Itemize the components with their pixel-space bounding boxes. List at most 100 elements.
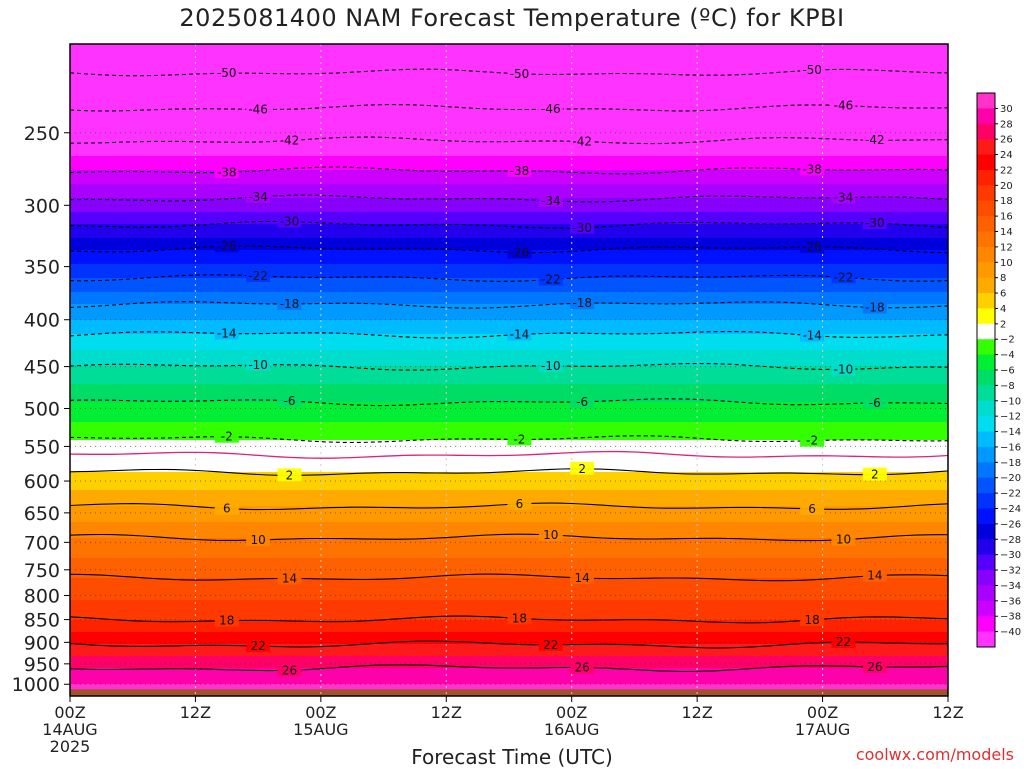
temperature-band xyxy=(70,144,948,147)
x-tick-date: 15AUG xyxy=(293,720,348,739)
colorbar-swatch xyxy=(977,493,995,509)
temperature-band xyxy=(70,124,948,127)
contour-label-bg xyxy=(800,240,825,254)
contour-label-bg xyxy=(862,659,887,673)
temperature-band xyxy=(70,490,948,493)
temperature-band xyxy=(70,340,948,343)
temperature-band xyxy=(70,46,948,49)
x-tick-year: 2025 xyxy=(50,737,91,756)
temperature-band xyxy=(70,138,948,141)
colorbar-swatch xyxy=(977,185,995,202)
temperature-band xyxy=(70,588,948,591)
colorbar-label: 8 xyxy=(1000,273,1006,284)
temperature-band xyxy=(70,236,948,239)
temperature-band xyxy=(70,280,948,283)
temperature-band xyxy=(70,556,948,559)
contour-label: -26 xyxy=(510,246,530,260)
y-tick-label: 650 xyxy=(24,503,60,525)
temperature-band xyxy=(70,98,948,101)
temperature-band xyxy=(70,108,948,111)
y-tick-label: 400 xyxy=(24,310,60,332)
temperature-band xyxy=(70,300,948,303)
colorbar-swatch xyxy=(977,139,995,156)
temperature-band xyxy=(70,312,948,315)
temperature-band xyxy=(70,274,948,277)
temperature-band xyxy=(70,306,948,309)
contour-label: -34 xyxy=(248,190,268,204)
contour-line xyxy=(69,533,948,542)
temperature-band xyxy=(70,568,948,571)
y-tick-label: 700 xyxy=(24,532,60,554)
contour-label-bg xyxy=(277,393,302,407)
temperature-band xyxy=(70,302,948,305)
temperature-band xyxy=(70,562,948,565)
contour-label-bg xyxy=(246,532,271,546)
contour-label-bg xyxy=(277,571,302,585)
colorbar-swatch xyxy=(977,385,995,402)
temperature-band xyxy=(70,310,948,313)
temperature-band xyxy=(70,584,948,587)
temperature-band xyxy=(70,546,948,549)
temperature-band xyxy=(70,666,948,669)
contour-label-bg xyxy=(570,296,595,310)
contour-line xyxy=(69,640,949,649)
contour-label: -42 xyxy=(865,133,885,147)
temperature-band xyxy=(70,230,948,233)
contour-label: -38 xyxy=(217,165,237,179)
temperature-band xyxy=(70,94,948,97)
temperature-band xyxy=(70,308,948,311)
contour-label-bg xyxy=(831,270,856,284)
temperature-band xyxy=(70,226,948,229)
temperature-band xyxy=(70,196,948,199)
temperature-band xyxy=(70,186,948,189)
colorbar-label: 22 xyxy=(1000,165,1013,176)
y-tick-label: 550 xyxy=(24,436,60,458)
contour-label-bg xyxy=(862,467,887,481)
contour-label: 22 xyxy=(251,639,266,653)
temperature-band xyxy=(70,396,948,399)
contour-label: -30 xyxy=(280,215,300,229)
temperature-band xyxy=(70,422,948,425)
temperature-band xyxy=(70,470,948,473)
contour-label: 26 xyxy=(575,661,590,675)
temperature-band xyxy=(70,348,948,351)
temperature-band xyxy=(70,400,948,403)
contour-label: -22 xyxy=(248,269,268,283)
temperature-band xyxy=(70,654,948,657)
contour-label-bg xyxy=(246,639,271,653)
temperature-band xyxy=(70,324,948,327)
temperature-band xyxy=(70,428,948,431)
contour-line xyxy=(69,573,949,582)
temperature-band xyxy=(70,458,948,461)
x-tick-label: 00Z xyxy=(807,703,838,722)
y-tick-label: 900 xyxy=(24,632,60,654)
contour-label: -18 xyxy=(280,297,300,311)
temperature-band xyxy=(70,60,948,63)
temperature-band xyxy=(70,358,948,361)
ground-fill xyxy=(70,689,948,696)
x-tick-label: 12Z xyxy=(431,703,462,722)
x-tick-date: 14AUG xyxy=(42,720,97,739)
temperature-band xyxy=(70,158,948,161)
temperature-band xyxy=(70,130,948,133)
colorbar-swatch xyxy=(977,370,995,386)
contour-label: -10 xyxy=(541,359,561,373)
x-axis-title: Forecast Time (UTC) xyxy=(411,745,613,769)
temperature-band xyxy=(70,658,948,661)
temperature-band xyxy=(70,464,948,467)
temperature-band xyxy=(70,542,948,545)
y-tick-label: 500 xyxy=(24,399,60,421)
temperature-band xyxy=(70,206,948,209)
y-tick-label: 450 xyxy=(24,357,60,379)
contour-label: -26 xyxy=(802,240,822,254)
colorbar-swatch xyxy=(977,354,995,371)
contour-label: 14 xyxy=(282,571,297,585)
contour-label: 26 xyxy=(282,663,297,677)
contour-label: -6 xyxy=(284,394,296,408)
temperature-band xyxy=(70,390,948,393)
temperature-band xyxy=(70,238,948,241)
temperature-band xyxy=(70,278,948,281)
temperature-band xyxy=(70,574,948,577)
temperature-band xyxy=(70,534,948,537)
contour-label: 2 xyxy=(286,468,294,482)
